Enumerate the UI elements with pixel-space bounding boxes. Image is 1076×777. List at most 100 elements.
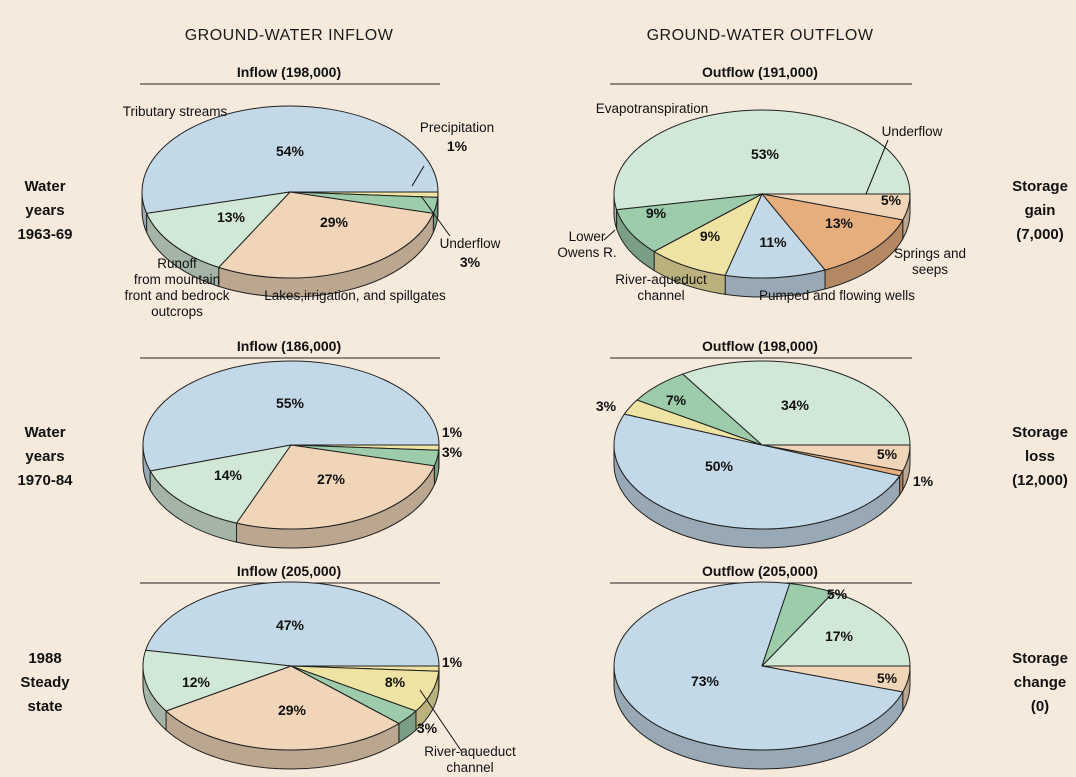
pie-title-outflow-1970: Outflow (198,000) (702, 338, 818, 354)
callout-river-aqueduct: channel (637, 288, 684, 303)
pie-label-evapotranspiration: 17% (825, 628, 854, 644)
row-label-line: Water (24, 178, 65, 195)
callout-river-aqueduct-1988: River-aqueduct (424, 744, 516, 759)
pie-outflow-191-000: 53% 5% 13% 11% 9% 9% (613, 109, 911, 298)
pie-slice-river-aqueduct-channel (653, 192, 764, 276)
pie-label-runoff-from-mountain-front-and-bedrock-outcrops: 13% (217, 209, 246, 225)
storage-label-line: (12,000) (1012, 472, 1068, 489)
pie-inflow-198-000: 54% 29% 13% (141, 105, 439, 298)
pie-title-outflow-1963: Outflow (191,000) (702, 64, 818, 80)
callout-springs-seeps: Springs and (894, 246, 966, 261)
pie-label-underflow: 5% (877, 670, 898, 686)
row-label-1963: Water years 1963-69 (17, 178, 72, 243)
callout-river-aqueduct: River-aqueduct (615, 272, 707, 287)
pie-slice-evapotranspiration (613, 109, 911, 211)
storage-label-line: gain (1025, 202, 1056, 219)
pie-label-lower-owens-r: 9% (646, 205, 667, 221)
pie-title-inflow-1970: Inflow (186,000) (237, 338, 341, 354)
row-label-1988: 1988 Steady state (20, 650, 70, 715)
storage-label-1970: Storage loss (12,000) (1012, 424, 1068, 489)
row-label-1970: Water years 1970-84 (17, 424, 73, 489)
pie-slice-runoff-from-mountain-front-and-bedrock-outcrops (145, 191, 292, 268)
callout-underflow-out: Underflow (882, 124, 943, 139)
outflow-column-header: GROUND-WATER OUTFLOW (647, 27, 874, 44)
pie-slice-lakes-irrigation-and-spillgates (217, 191, 435, 279)
pie-label-precipitation: 1% (442, 654, 463, 670)
pie-slice-evapotranspiration (681, 360, 911, 446)
storage-label-line: Storage (1012, 650, 1068, 667)
callout-springs-seeps: seeps (912, 262, 948, 277)
pie-slice-lower-owens-r (615, 193, 763, 253)
pie-label-lakes-irrigation-and-spillgates: 29% (278, 702, 307, 718)
storage-label-1963: Storage gain (7,000) (1012, 178, 1068, 243)
leader-lower-owens-1963 (603, 229, 616, 241)
pie-label-lakes-irrigation-and-spillgates: 29% (320, 214, 349, 230)
storage-label-1988: Storage change (0) (1012, 650, 1068, 715)
pie-label-tributary-streams: 47% (276, 617, 305, 633)
pie-slice-lower-owens-r (636, 373, 763, 446)
storage-label-line: change (1014, 674, 1067, 691)
pie-label-springs-and-seeps: 1% (913, 473, 934, 489)
storage-label-line: Storage (1012, 178, 1068, 195)
inflow-column-header: GROUND-WATER INFLOW (185, 27, 394, 44)
pie-label-precipitation: 1% (442, 424, 463, 440)
pie-slice-runoff-from-mountain-front-and-bedrock-outcrops (149, 444, 293, 524)
pie-inflow-186-000: 55% 1% 3% 27% 14% (142, 360, 463, 549)
row-label-line: 1988 (28, 650, 61, 667)
pie-outflow-198-000: 34% 5% 1% 50% 3% 7% (596, 360, 934, 549)
pie-label-evapotranspiration: 34% (781, 397, 810, 413)
pie-label-underflow: 3% (442, 444, 463, 460)
row-label-line: Steady (20, 674, 70, 691)
callout-runoff: outcrops (151, 304, 203, 319)
pie-title-inflow-1988: Inflow (205,000) (237, 563, 341, 579)
pie-label-tributary-streams: 55% (276, 395, 305, 411)
pie-slice-pumped-and-flowing-wells (613, 413, 901, 530)
storage-label-line: loss (1025, 448, 1055, 465)
pie-slice-evapotranspiration (760, 591, 911, 667)
pie-label-evapotranspiration: 53% (751, 146, 780, 162)
pie-label-runoff-from-mountain-front-and-bedrock-outcrops: 14% (214, 467, 243, 483)
callout-runoff: Runoff (157, 256, 197, 271)
pie-label-springs-and-seeps: 13% (825, 215, 854, 231)
pie-slice-lakes-irrigation-and-spillgates (235, 444, 436, 530)
pie-label-pumped-and-flowing-wells: 50% (705, 458, 734, 474)
pie-slice-runoff-from-mountain-front-and-bedrock-outcrops (142, 649, 292, 712)
callout-underflow-in: Underflow (440, 236, 501, 251)
pie-outflow-205-000: 17% 5% 73% 5% (613, 581, 911, 770)
pie-title-inflow-1963: Inflow (198,000) (237, 64, 341, 80)
pie-label-underflow: 3% (417, 720, 438, 736)
leader-underflow-out-1963 (865, 139, 889, 195)
pie-label-river-aqueduct-channel: 9% (700, 228, 721, 244)
callout-precipitation: Precipitation (420, 120, 494, 135)
pie-slice-tributary-streams (141, 105, 439, 214)
callout-lakes-irrigation: Lakes,irrigation, and spillgates (264, 288, 446, 303)
leader-underflow-in-1963 (420, 195, 451, 237)
storage-label-line: (0) (1031, 698, 1049, 715)
pie-slice-springs-and-seeps (760, 193, 904, 271)
pie-slice-pumped-and-flowing-wells (613, 581, 904, 751)
pie-title-outflow-1988: Outflow (205,000) (702, 563, 818, 579)
leader-aqueduct-1988 (419, 689, 463, 753)
callout-evapotranspiration: Evapotranspiration (596, 101, 709, 116)
pie-slice-pumped-and-flowing-wells (724, 193, 826, 279)
row-label-line: 1963-69 (17, 226, 72, 243)
pie-label-pumped-and-flowing-wells: 11% (759, 234, 787, 250)
pie-charts: 54% 29% 13% 53% 5% 13% 11% 9% 9% 55% 1% 3% 27% 14% 34%… (141, 105, 934, 770)
row-label-line: years (25, 202, 64, 219)
pie-slice-tributary-streams (142, 360, 440, 472)
leader-precipitation-1963 (411, 165, 425, 187)
storage-label-line: (7,000) (1016, 226, 1064, 243)
callout-river-aqueduct-1988: channel (446, 760, 493, 775)
callout-leaders (411, 139, 889, 753)
pie-slice-lower-owens-r (761, 582, 835, 667)
pie-slice-tributary-streams (144, 581, 440, 667)
pie-label-lakes-irrigation-and-spillgates: 27% (317, 471, 346, 487)
pie-label-tributary-streams: 54% (276, 143, 305, 159)
row-label-line: 1970-84 (17, 472, 73, 489)
pie-label-pumped-and-flowing-wells: 73% (691, 673, 720, 689)
callout-lower-owens: Lower (569, 229, 606, 244)
pie-inflow-205-000: 47% 1% 8% 3% 29% 12% (142, 581, 463, 770)
row-label-line: Water (24, 424, 65, 441)
callout-underflow-in-pct: 3% (460, 254, 481, 270)
